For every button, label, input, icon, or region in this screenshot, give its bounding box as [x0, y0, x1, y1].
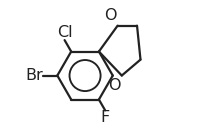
Text: O: O [104, 8, 116, 23]
Text: Cl: Cl [57, 25, 72, 40]
Text: Br: Br [25, 68, 43, 83]
Text: F: F [101, 110, 110, 125]
Text: O: O [108, 78, 120, 93]
